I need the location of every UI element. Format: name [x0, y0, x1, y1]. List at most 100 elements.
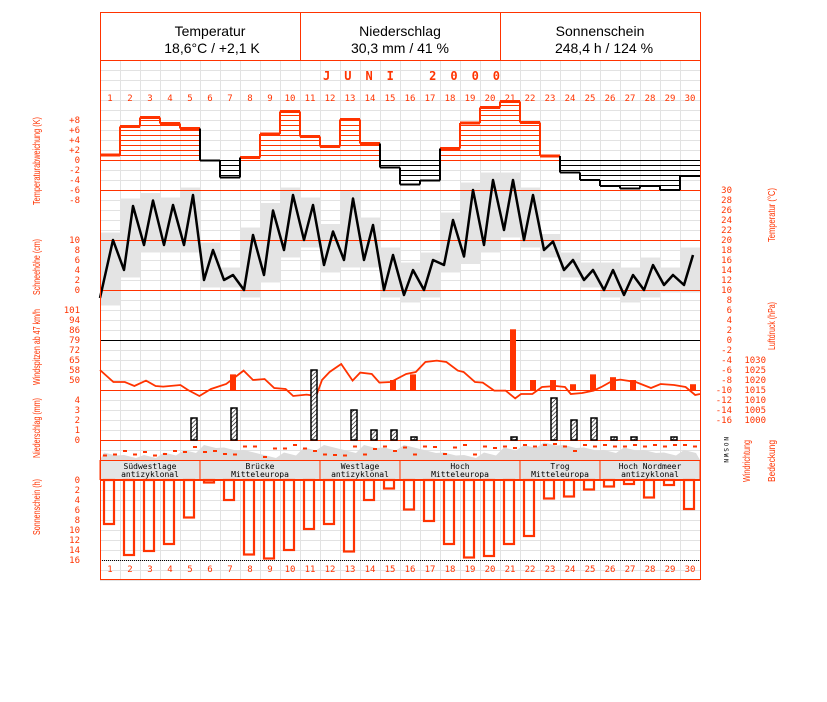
sunshine-bar [362, 478, 376, 502]
sunshine-bar [202, 478, 216, 484]
temp-tick: 20 [721, 236, 732, 246]
wind-direction-dot [473, 453, 477, 456]
sunshine-bar [602, 478, 616, 488]
wind-direction-dot [403, 446, 407, 449]
wind-direction-dot [183, 451, 187, 453]
wind-direction-dot [623, 445, 627, 448]
wind-direction-dot [513, 447, 517, 449]
temp-range-box [400, 262, 420, 303]
day-label-top: 18 [445, 94, 456, 104]
temperature-summary: 18,6°C / +2,1 K [164, 40, 260, 56]
wind-direction-dot [343, 454, 347, 457]
precip-tick: 4 [75, 396, 80, 406]
day-label-bottom: 19 [465, 565, 476, 575]
temp-tick: 14 [721, 266, 732, 276]
day-label-bottom: 22 [525, 565, 536, 575]
wind-direction-dot [413, 453, 417, 456]
precip-tick: 2 [75, 416, 80, 426]
temp-anomaly-tick: 0 [75, 156, 80, 166]
day-label-bottom: 21 [505, 565, 516, 575]
day-label-bottom: 6 [207, 565, 212, 575]
sun-tick: 2 [75, 486, 80, 496]
wind-direction-dot [453, 446, 457, 449]
snow-tick: 2 [75, 276, 80, 286]
snow-tick: 4 [75, 266, 80, 276]
day-label-bottom: 23 [545, 565, 556, 575]
temperature-line [98, 178, 695, 299]
wind-tick: 65 [69, 356, 80, 366]
day-label-bottom: 13 [345, 565, 356, 575]
sun-tick: 0 [75, 476, 80, 486]
temp-tick: -8 [721, 376, 732, 386]
wind-direction-dot [153, 454, 157, 457]
wind-direction-dot [193, 446, 197, 448]
temp-tick: -14 [716, 406, 732, 416]
wind-tick: 58 [69, 366, 80, 376]
sunshine-bar [242, 478, 256, 556]
day-label-top: 15 [385, 94, 396, 104]
day-label-top: 12 [325, 94, 336, 104]
sunshine-bar [542, 478, 556, 500]
pressure-tick: 1025 [744, 366, 766, 376]
summary-header: Temperatur 18,6°C / +2,1 K Niederschlag … [100, 12, 701, 61]
weather-type-line2: antizyklonal [121, 470, 179, 479]
day-label-top: 17 [425, 94, 436, 104]
precipitation-summary: 30,3 mm / 41 % [351, 40, 449, 56]
wind-peak-bar [550, 380, 556, 390]
sunshine-title: Sonnenschein [556, 23, 645, 39]
snow-tick: 6 [75, 256, 80, 266]
day-label-top: 19 [465, 94, 476, 104]
wind-direction-dot [143, 451, 147, 453]
day-label-top: 14 [365, 94, 376, 104]
day-label-top: 5 [187, 94, 192, 104]
wind-direction-dot [583, 444, 587, 446]
temp-tick: 28 [721, 196, 732, 206]
day-label-top: 13 [345, 94, 356, 104]
pressure-tick: 1015 [744, 386, 766, 396]
precip-tick: 3 [75, 406, 80, 416]
wind-direction-dot [213, 450, 217, 452]
day-label-top: 30 [685, 94, 696, 104]
temp-anomaly-tick: -8 [69, 196, 80, 206]
sunshine-summary: 248,4 h / 124 % [555, 40, 653, 56]
day-label-top: 16 [405, 94, 416, 104]
day-label-bottom: 11 [305, 565, 316, 575]
wind-direction-dot [173, 450, 177, 452]
sunshine-bar [322, 478, 336, 526]
temp-tick: 26 [721, 206, 732, 216]
wind-direction-dot [273, 447, 277, 450]
sun-tick: 14 [69, 546, 80, 556]
wind-direction-dot [293, 444, 297, 446]
precip-bar [570, 419, 578, 441]
temp-tick: 30 [721, 186, 732, 196]
wind-tick: 94 [69, 316, 80, 326]
temp-tick: -6 [721, 366, 732, 376]
wind-tick: 101 [64, 306, 80, 316]
temp-anomaly-tick: +8 [69, 116, 80, 126]
wind-direction-dot [643, 445, 647, 448]
wind-peak-bar [230, 374, 236, 390]
day-label-top: 23 [545, 94, 556, 104]
pressure-axis-title: Luftdruck (hPa) [767, 302, 778, 350]
temp-tick: 22 [721, 226, 732, 236]
temp-tick: 8 [727, 296, 732, 306]
wind-direction-dot [333, 454, 337, 456]
sunshine-bar [282, 478, 296, 552]
wind-direction-dot [233, 453, 237, 456]
day-label-bottom: 17 [425, 565, 436, 575]
precip-bar [350, 409, 358, 441]
snow-tick: 8 [75, 246, 80, 256]
sunshine-bar [462, 478, 476, 559]
wind-direction-dot [393, 450, 397, 452]
temp-range-box [620, 267, 640, 303]
wind-direction-dot [663, 445, 667, 448]
temp-tick: 12 [721, 276, 732, 286]
temp-tick: 2 [727, 326, 732, 336]
wind-direction-dot [103, 454, 107, 457]
wind-direction-dot [163, 453, 167, 455]
day-label-top: 22 [525, 94, 536, 104]
temp-tick: 10 [721, 286, 732, 296]
weather-type-line1: Südwestlage [124, 462, 177, 471]
weather-type-line1: Brücke [246, 462, 275, 471]
pressure-tick: 1020 [744, 376, 766, 386]
